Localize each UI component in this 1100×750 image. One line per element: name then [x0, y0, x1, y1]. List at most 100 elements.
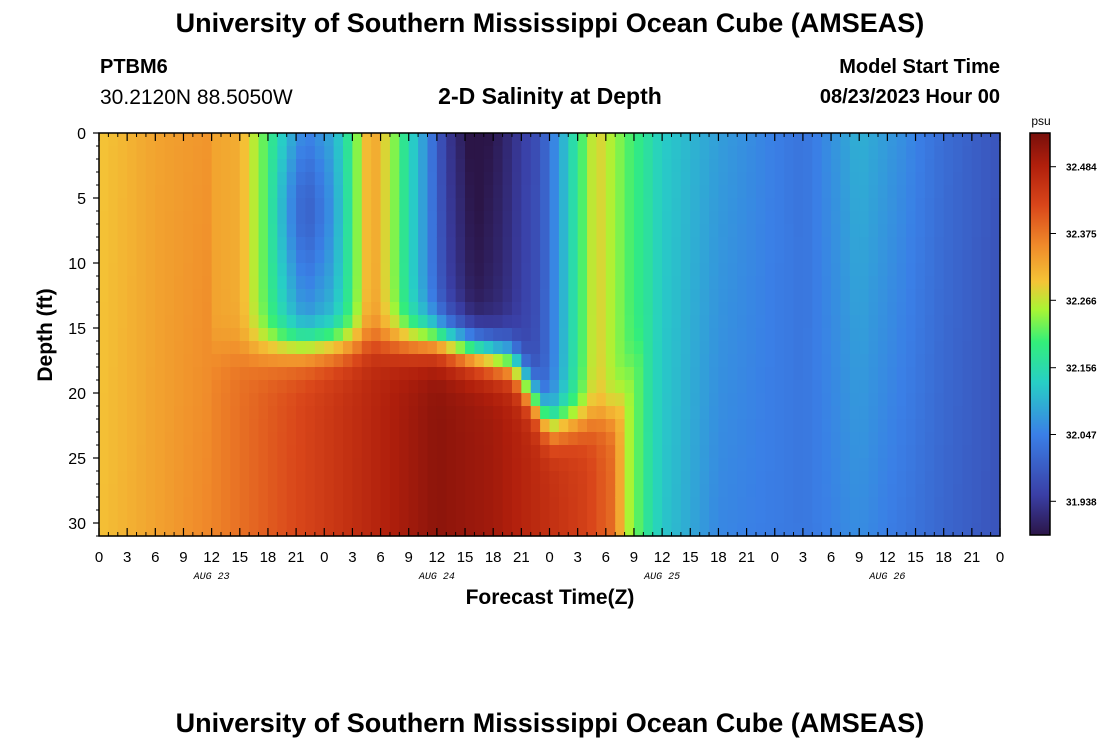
heatmap-cell: [230, 289, 241, 303]
heatmap-cell: [633, 328, 644, 342]
heatmap-cell: [812, 172, 823, 186]
heatmap-cell: [333, 198, 344, 212]
heatmap-cell: [746, 380, 757, 394]
heatmap-cell: [906, 419, 917, 433]
heatmap-cell: [831, 458, 842, 472]
heatmap-cell: [493, 185, 504, 199]
heatmap-cell: [793, 263, 804, 277]
heatmap-cell: [906, 250, 917, 264]
heatmap-cell: [239, 458, 250, 472]
heatmap-cell: [99, 510, 109, 524]
heatmap-cell: [924, 159, 935, 173]
heatmap-cell: [615, 341, 626, 355]
heatmap-cell: [239, 172, 250, 186]
heatmap-cell: [155, 367, 166, 381]
heatmap-cell: [859, 523, 870, 537]
heatmap-cell: [521, 185, 532, 199]
heatmap-cell: [802, 341, 813, 355]
heatmap-cell: [652, 224, 663, 238]
heatmap-cell: [99, 406, 109, 420]
heatmap-cell: [765, 172, 776, 186]
heatmap-cell: [436, 510, 447, 524]
heatmap-cell: [418, 367, 429, 381]
heatmap-cell: [371, 263, 382, 277]
heatmap-cell: [427, 432, 438, 446]
heatmap-cell: [502, 354, 513, 368]
heatmap-cell: [727, 237, 738, 251]
heatmap-cell: [558, 302, 569, 316]
heatmap-cell: [361, 185, 372, 199]
heatmap-cell: [784, 510, 795, 524]
heatmap-cell: [934, 367, 945, 381]
heatmap-cell: [680, 159, 691, 173]
heatmap-cell: [652, 419, 663, 433]
heatmap-cell: [746, 315, 757, 329]
heatmap-cell: [333, 237, 344, 251]
heatmap-cell: [352, 198, 363, 212]
heatmap-cell: [267, 211, 278, 225]
heatmap-cell: [267, 172, 278, 186]
heatmap-cell: [699, 510, 710, 524]
heatmap-cell: [821, 510, 832, 524]
heatmap-cell: [671, 380, 682, 394]
heatmap-cell: [671, 146, 682, 160]
heatmap-cell: [465, 133, 476, 147]
heatmap-cell: [511, 458, 522, 472]
heatmap-cell: [652, 341, 663, 355]
heatmap-cell: [455, 276, 466, 290]
heatmap-cell: [117, 172, 128, 186]
heatmap-cell: [127, 289, 138, 303]
heatmap-cell: [699, 354, 710, 368]
heatmap-cell: [587, 263, 598, 277]
heatmap-cell: [840, 341, 851, 355]
heatmap-cell: [371, 146, 382, 160]
heatmap-cell: [530, 354, 541, 368]
heatmap-cell: [784, 315, 795, 329]
heatmap-cell: [680, 393, 691, 407]
heatmap-cell: [530, 341, 541, 355]
heatmap-cell: [408, 380, 419, 394]
heatmap-cell: [286, 302, 297, 316]
heatmap-cell: [455, 133, 466, 147]
heatmap-cell: [680, 458, 691, 472]
heatmap-cell: [427, 458, 438, 472]
heatmap-cell: [840, 185, 851, 199]
heatmap-cell: [671, 419, 682, 433]
heatmap-cell: [568, 510, 579, 524]
heatmap-cell: [418, 445, 429, 459]
heatmap-cell: [971, 380, 982, 394]
heatmap-cell: [906, 302, 917, 316]
heatmap-cell: [305, 367, 316, 381]
heatmap-cell: [652, 484, 663, 498]
heatmap-cell: [436, 354, 447, 368]
heatmap-cell: [934, 198, 945, 212]
heatmap-cell: [127, 133, 138, 147]
heatmap-cell: [277, 458, 288, 472]
heatmap-cell: [953, 432, 964, 446]
heatmap-cell: [784, 133, 795, 147]
heatmap-cell: [258, 198, 269, 212]
heatmap-cell: [371, 185, 382, 199]
heatmap-cell: [718, 289, 729, 303]
heatmap-cell: [127, 263, 138, 277]
heatmap-cell: [802, 471, 813, 485]
heatmap-cell: [127, 523, 138, 537]
heatmap-cell: [174, 419, 185, 433]
heatmap-cell: [530, 289, 541, 303]
x-tick-label: 9: [179, 549, 187, 566]
heatmap-cell: [408, 367, 419, 381]
heatmap-cell: [915, 367, 926, 381]
heatmap-cell: [202, 276, 213, 290]
heatmap-cell: [174, 133, 185, 147]
heatmap-cell: [868, 471, 879, 485]
heatmap-cell: [174, 510, 185, 524]
heatmap-cell: [155, 328, 166, 342]
heatmap-cell: [296, 198, 307, 212]
heatmap-cell: [587, 393, 598, 407]
heatmap-cell: [624, 406, 635, 420]
heatmap-cell: [558, 198, 569, 212]
heatmap-cell: [221, 393, 231, 407]
heatmap-cell: [211, 276, 222, 290]
heatmap-cell: [249, 523, 260, 537]
heatmap-cell: [662, 393, 673, 407]
